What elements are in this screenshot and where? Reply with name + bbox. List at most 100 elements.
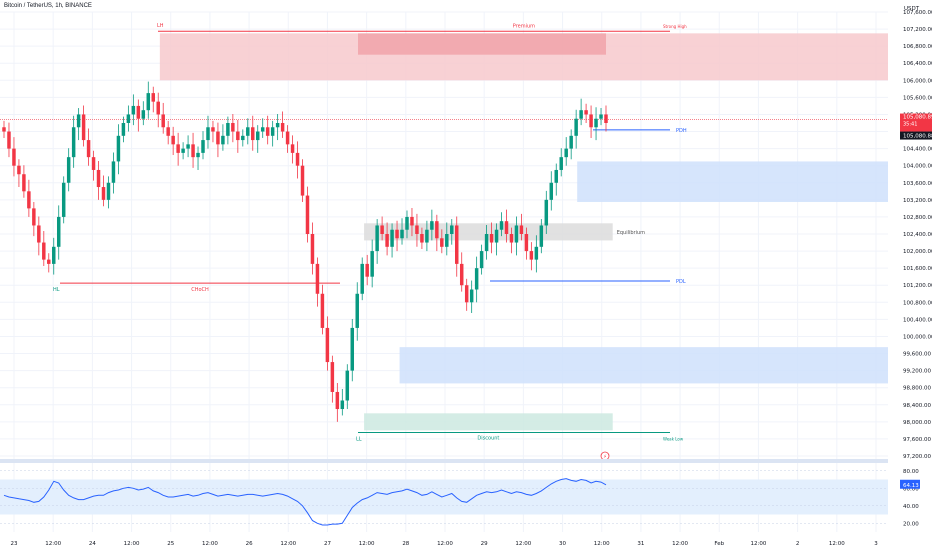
- price-tick-label: 98,800.00: [903, 386, 931, 392]
- price-tick-label: 100,000.00: [903, 334, 932, 340]
- time-tick-label: 12:00: [594, 541, 610, 547]
- candle-body: [579, 110, 583, 119]
- price-tick-label: 102,000.00: [903, 249, 932, 255]
- candle-body: [136, 105, 141, 119]
- candle-body: [166, 127, 170, 136]
- candle-body: [106, 182, 111, 200]
- time-tick-label: 25: [167, 541, 174, 547]
- candle-body: [171, 135, 175, 145]
- price-tick-label: 105,600.00: [903, 95, 932, 101]
- candle-body: [76, 114, 81, 128]
- candle-body: [425, 229, 429, 243]
- candle-body: [111, 161, 116, 183]
- candle-body: [191, 144, 195, 158]
- candle-body: [474, 268, 479, 290]
- candle-body: [604, 114, 608, 123]
- pdl-label: PDL: [676, 279, 686, 285]
- candle-body: [440, 238, 444, 247]
- candle-body: [375, 225, 379, 252]
- candle-body: [559, 157, 563, 170]
- candle-body: [206, 127, 210, 141]
- price-tick-label: 97,600.00: [903, 437, 931, 443]
- time-tick-label: 12:00: [672, 541, 688, 547]
- candle-body: [201, 140, 205, 153]
- price-tick-label: 106,800.00: [903, 44, 932, 50]
- candle-body: [594, 118, 598, 128]
- candle-body: [66, 157, 71, 183]
- candle-body: [86, 140, 91, 158]
- candle-body: [519, 225, 524, 234]
- candle-body: [211, 127, 215, 132]
- candle-body: [599, 114, 603, 119]
- candle-body: [574, 118, 578, 136]
- candle-body: [196, 152, 200, 158]
- premium-highlight: [358, 33, 606, 55]
- candle-body: [430, 221, 434, 230]
- candle-body: [121, 123, 126, 136]
- price-tick-label: 99,200.00: [903, 369, 931, 375]
- price-tick-label: 99,600.00: [903, 352, 931, 358]
- candle-body: [221, 135, 225, 145]
- candle-body: [504, 221, 509, 234]
- price-tick-label: 102,400.00: [903, 232, 932, 238]
- candle-body: [131, 105, 136, 115]
- hl-marker: HL: [53, 287, 60, 293]
- rsi-tick-label: 60.00: [903, 486, 919, 492]
- last-price-countdown: 35:41: [903, 122, 917, 128]
- candle-body: [126, 114, 131, 123]
- candle-body: [330, 362, 335, 392]
- candle-body: [47, 259, 51, 264]
- candle-body: [435, 221, 439, 239]
- time-tick-label: 29: [481, 541, 488, 547]
- discount-zone: [364, 413, 613, 431]
- candle-body: [151, 93, 155, 102]
- candle-body: [32, 208, 36, 226]
- candle-body: [360, 263, 364, 294]
- candle-body: [17, 165, 21, 175]
- rsi-band: [0, 479, 888, 515]
- candle-body: [231, 123, 235, 132]
- candle-body: [310, 234, 315, 264]
- candle-body: [2, 127, 6, 132]
- candle-body: [81, 114, 86, 141]
- price-tick-label: 102,800.00: [903, 215, 932, 221]
- candle-body: [415, 225, 419, 234]
- time-tick-label: 12:00: [515, 541, 531, 547]
- candle-body: [275, 123, 280, 128]
- candle-body: [186, 144, 190, 149]
- candle-body: [380, 225, 384, 234]
- time-tick-label: 30: [559, 541, 566, 547]
- candle-body: [405, 216, 409, 230]
- candle-body: [479, 251, 484, 269]
- premium-zone-label: Premium: [513, 23, 535, 29]
- last-price-tag[interactable]: [900, 113, 932, 132]
- candle-body: [365, 263, 369, 277]
- candle-body: [420, 234, 424, 243]
- price-tick-label: 107,600.00: [903, 10, 932, 16]
- candle-body: [529, 251, 534, 260]
- candle-body: [464, 285, 469, 303]
- candle-body: [350, 327, 355, 371]
- candle-body: [176, 144, 180, 153]
- candle-body: [514, 225, 519, 243]
- candle-body: [340, 400, 345, 410]
- candle-body: [315, 263, 320, 294]
- prev-price-value: 105,080.88: [903, 134, 932, 140]
- equilibrium-zone-label: Equilibrium: [617, 230, 645, 236]
- candle-body: [484, 234, 489, 252]
- candle-body: [251, 127, 255, 141]
- candle-body: [489, 234, 494, 243]
- time-tick-label: 26: [246, 541, 253, 547]
- candle-body: [265, 127, 270, 136]
- candle-body: [370, 251, 374, 277]
- pane-separator: [0, 459, 888, 463]
- demand-zone-upper: [577, 161, 888, 202]
- demand-zone-lower: [399, 347, 888, 384]
- ll-marker: LL: [356, 437, 362, 443]
- candle-body: [494, 229, 499, 243]
- candle-body: [295, 152, 300, 166]
- time-tick-label: 12:00: [437, 541, 453, 547]
- candle-body: [226, 123, 230, 136]
- candle-body: [459, 263, 464, 286]
